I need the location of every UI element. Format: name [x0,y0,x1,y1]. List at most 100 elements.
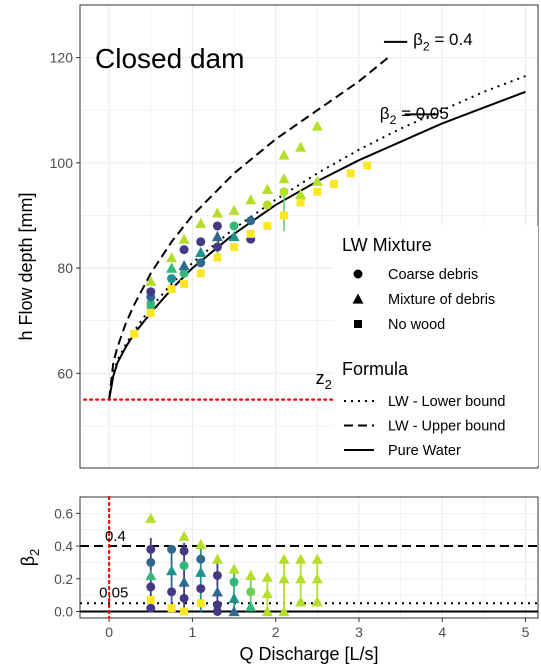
data-point [313,187,322,196]
legend-formula-item: LW - Upper bound [388,419,505,435]
data-point [211,231,223,242]
data-point [212,221,222,231]
data-point [228,592,240,604]
data-point [262,200,272,210]
data-point [195,217,207,229]
data-point [212,242,222,252]
data-point [166,565,178,576]
legend-mixture-item: Coarse debris [388,267,478,283]
data-point [146,308,155,317]
data-point [195,246,207,257]
data-point [196,554,206,564]
data-point [230,243,239,252]
y-tick-label: 80 [57,260,73,276]
data-point [146,582,156,592]
data-point [245,194,257,205]
data-point [146,557,156,567]
x-tick-label: 5 [522,624,530,640]
bottom-panel: 0.00.20.40.60 1 2 3 4 5Q Discharge [L/s]β20.4… [18,495,539,664]
data-point [178,233,190,244]
data-point [228,605,240,617]
legend-formula-item: LW - Lower bound [388,394,505,410]
data-point [146,544,156,554]
beta-0.05-annotation: β2 = 0.05 [380,104,449,127]
data-point [166,252,178,263]
data-point [296,198,305,207]
data-point [166,262,178,273]
data-point [246,587,256,597]
beta-0.4-annotation-tail: = 0.4 [430,30,473,49]
data-point [180,607,189,616]
data-point [261,587,273,599]
data-point [146,287,156,297]
data-point [179,546,189,556]
y-tick-label: 100 [50,155,74,171]
legend-background [334,226,538,466]
line-0 [108,56,389,400]
data-point [146,603,156,613]
x-tick-label: 4 [438,624,446,640]
data-point [278,149,290,160]
data-point [167,587,177,597]
data-point [295,573,307,584]
data-point [146,596,155,605]
data-point [311,596,323,607]
y-tick-label: 0.0 [54,604,73,619]
data-point [145,512,157,523]
data-point [145,569,157,581]
data-point [246,216,256,226]
data-point [211,553,223,564]
data-point [311,553,323,564]
legend-mixture-item: Mixture of debris [388,292,495,308]
bottom-frame [79,496,539,619]
chart-title: Closed dam [95,43,244,74]
data-point [178,530,190,541]
data-point [278,553,290,564]
data-point [196,258,206,268]
data-point [212,606,222,616]
data-point [261,571,273,582]
y-tick-label: 120 [50,50,74,66]
legend-formula-title: Formula [342,359,409,379]
x-tick-label: 3 [355,624,363,640]
data-point [178,576,190,587]
hline-label-0.05: 0.05 [99,584,128,601]
data-point [130,329,139,338]
data-point [311,120,323,131]
data-point [245,569,257,581]
data-point [280,211,289,220]
data-point [179,268,189,278]
y-tick-label: 0.4 [54,539,73,554]
y-tick-label: 60 [57,365,73,381]
beta-0.4-annotation-sub: 2 [423,39,430,53]
data-point [278,173,290,184]
legend-mixture-item: No wood [388,317,445,333]
data-point [278,573,290,584]
y-axis-label-base: β [18,556,38,566]
data-point [167,604,176,613]
beta-0.4-annotation-base: β [413,30,423,49]
data-point [278,605,290,617]
data-point [178,259,190,271]
x-tick-label: 2 [272,624,280,640]
data-point [179,245,189,255]
beta-0.05-annotation-sub: 2 [390,113,397,127]
x-tick-label: 0 [105,624,113,640]
beta-0.4-annotation: β2 = 0.4 [413,30,473,53]
z2-annotation-base: z [316,368,325,388]
legend-area: LW Mixture Coarse debris Mixture of debris… [334,226,538,466]
data-point [211,586,223,597]
data-point [295,553,307,564]
data-point [179,593,189,603]
y-tick-label: 0.2 [54,572,73,587]
data-point [195,538,207,550]
z2-annotation: z2 [316,368,332,392]
data-point [228,563,240,574]
x-axis-label: Q Discharge [L/s] [239,644,378,664]
data-point [196,237,206,247]
data-point [346,169,355,178]
data-point [196,584,206,594]
data-point [261,605,273,617]
data-point [246,229,255,238]
